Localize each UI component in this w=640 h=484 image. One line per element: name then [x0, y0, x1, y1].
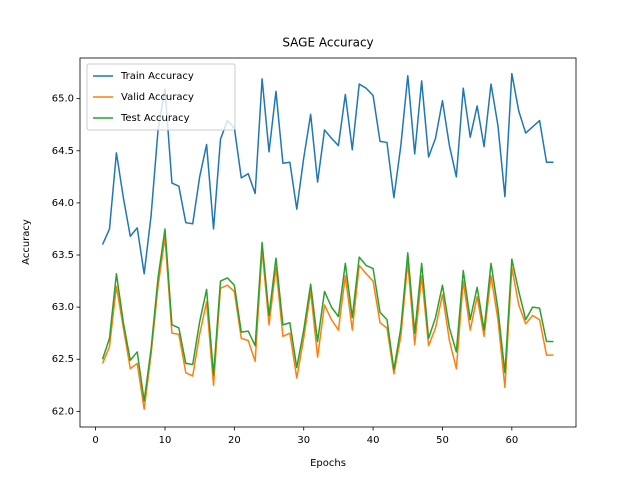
series-line	[101, 228, 554, 402]
x-tick-label: 50	[436, 435, 449, 446]
x-tick-label: 10	[159, 435, 172, 446]
x-tick-label: 40	[367, 435, 380, 446]
chart-title: SAGE Accuracy	[282, 36, 373, 50]
y-tick-label: 62.5	[52, 354, 74, 365]
legend-box	[86, 63, 236, 131]
legend-label: Valid Accuracy	[121, 92, 194, 103]
y-tick-label: 64.5	[52, 146, 74, 157]
x-axis-label: Epochs	[310, 458, 346, 469]
x-tick-label: 30	[297, 435, 310, 446]
y-tick-label: 62.0	[52, 406, 74, 417]
x-tick-label: 0	[92, 435, 98, 446]
series-line	[101, 236, 554, 411]
legend-label: Train Accuracy	[120, 71, 194, 82]
y-tick-label: 63.0	[52, 302, 74, 313]
y-tick-label: 63.5	[52, 250, 74, 261]
legend-label: Test Accuracy	[120, 113, 190, 124]
series-line	[101, 72, 554, 275]
x-tick-label: 20	[228, 435, 241, 446]
plot-frame	[79, 57, 577, 428]
y-tick-label: 65.0	[52, 94, 74, 105]
y-tick-label: 64.0	[52, 198, 74, 209]
x-tick-label: 60	[505, 435, 518, 446]
y-axis-label: Accuracy	[21, 219, 32, 265]
